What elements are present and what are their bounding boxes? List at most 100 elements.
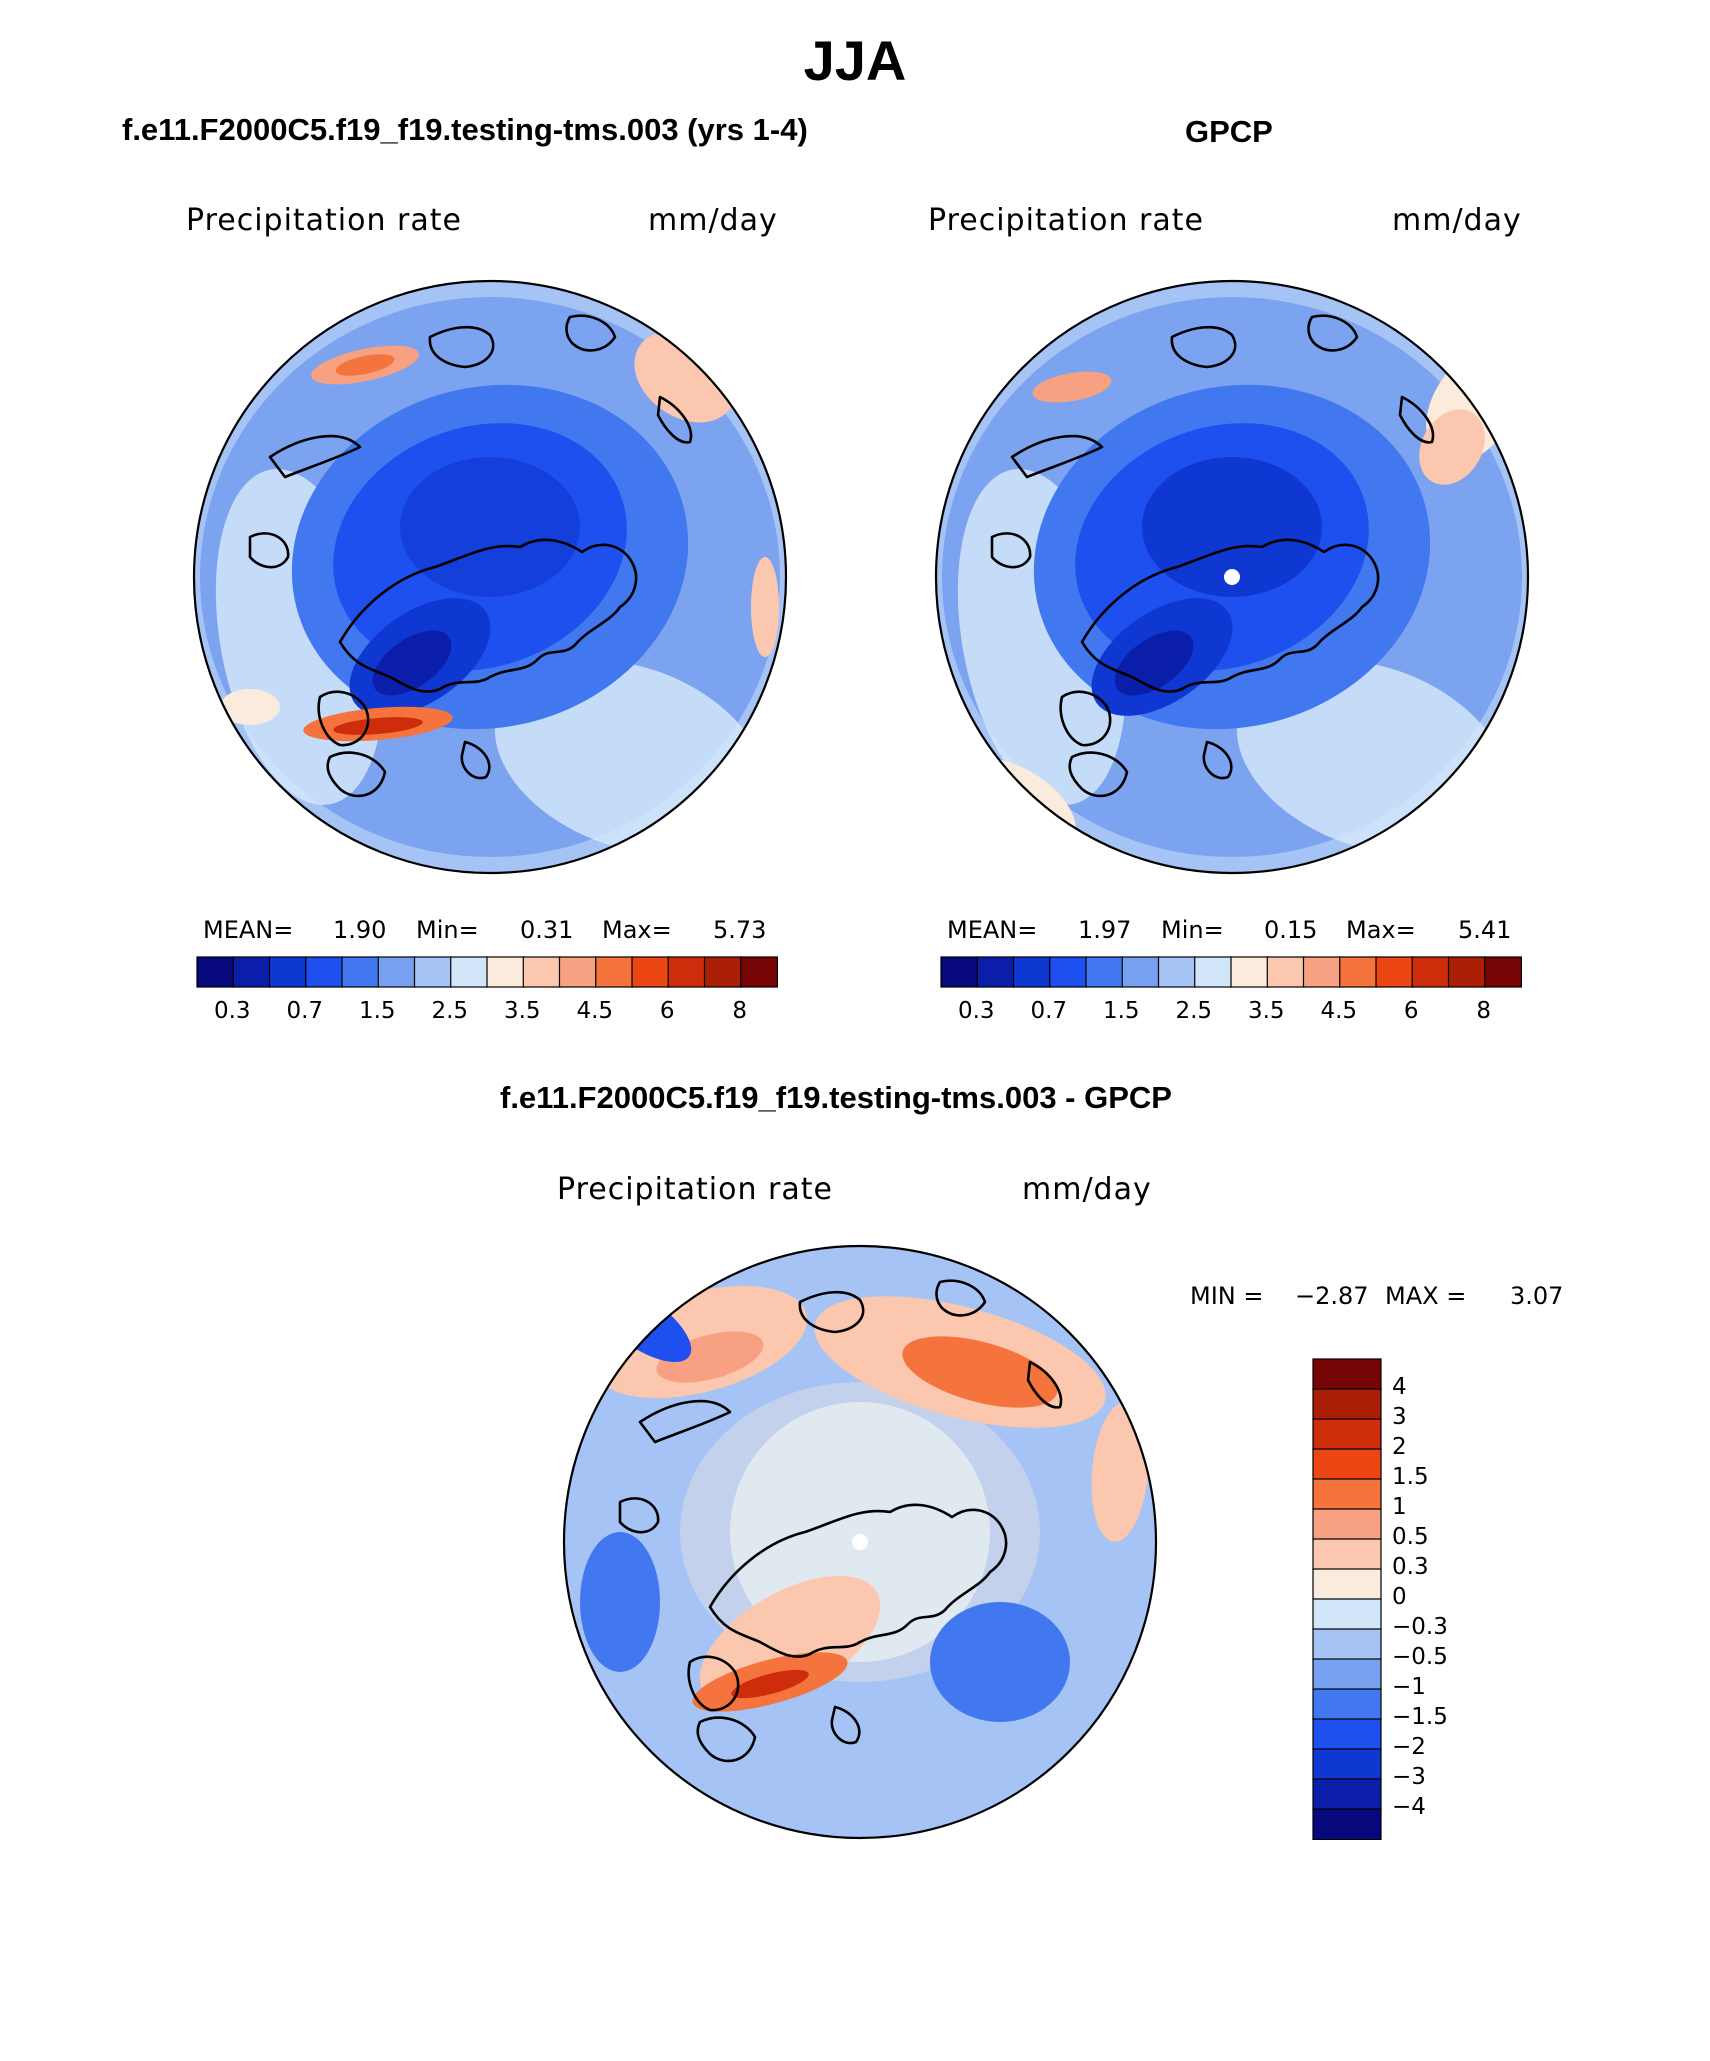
- panel1-mean-value: 1.90: [333, 916, 387, 944]
- panel1-mean-label: MEAN=: [203, 916, 294, 944]
- panel2-colorbar-ticks: 0.3 0.7 1.5 2.5 3.5 4.5 6 8: [940, 998, 1522, 1028]
- coastline-2: [1068, 751, 1129, 798]
- panel2-colorbar-box-9: [1266, 956, 1305, 988]
- panel1-colorbar-box-13: [667, 956, 706, 988]
- panel2-title: GPCP: [1185, 114, 1273, 149]
- coastline-7: [830, 1705, 861, 1745]
- panel2-units: mm/day: [1392, 203, 1522, 238]
- panel1-colorbar-box-10: [558, 956, 597, 988]
- panel2-polar-map: [934, 279, 1530, 875]
- panel2-colorbar-tick-label: 2.5: [1175, 998, 1213, 1024]
- panel2-max-value: 5.41: [1458, 916, 1512, 944]
- panel3-colorbar-tick-label: 1: [1392, 1494, 1407, 1520]
- panel1-colorbar-box-3: [305, 956, 344, 988]
- panel1-colorbar: [196, 956, 778, 988]
- panel3-max-value: 3.07: [1510, 1282, 1564, 1310]
- panel2-polar-low: [1142, 457, 1322, 597]
- panel3-colorbar-box-3: [1312, 1448, 1382, 1481]
- coastline-3: [798, 1290, 865, 1334]
- panel1-colorbar-box-1: [232, 956, 271, 988]
- coastline-4: [565, 314, 617, 352]
- coastline-0: [338, 538, 638, 693]
- panel1-colorbar-tick-label: 4.5: [576, 998, 614, 1024]
- coastline-3: [1170, 325, 1237, 369]
- panel3-colorbar-tick-label: 3: [1392, 1404, 1407, 1430]
- panel1-colorbar-box-5: [377, 956, 416, 988]
- panel3-colorbar-box-8: [1312, 1598, 1382, 1631]
- panel3-colorbar-tick-label: −0.5: [1392, 1644, 1448, 1670]
- panel2-max-label: Max=: [1346, 916, 1416, 944]
- panel2-colorbar-box-13: [1411, 956, 1450, 988]
- panel3-colorbar-tick-label: −1: [1392, 1674, 1426, 1700]
- panel3-asia-plus-core: [902, 1336, 1058, 1408]
- panel2-asia-high: [1419, 409, 1485, 485]
- panel2-pole-point: [1224, 569, 1240, 585]
- panel3-units: mm/day: [1022, 1172, 1152, 1207]
- panel3-colorbar-box-1: [1312, 1388, 1382, 1421]
- panel3-colorbar-tick-label: 0.3: [1392, 1554, 1429, 1580]
- panel3-colorbar-tick-label: 0.5: [1392, 1524, 1429, 1550]
- panel2-colorbar-tick-label: 4.5: [1320, 998, 1358, 1024]
- coastline-8: [1010, 434, 1104, 479]
- coastline-4: [935, 1279, 987, 1317]
- panel3-colorbar: [1312, 1358, 1382, 1840]
- coastline-5: [1398, 395, 1435, 444]
- panel3-colorbar-box-5: [1312, 1508, 1382, 1541]
- panel3-colorbar-box-11: [1312, 1688, 1382, 1721]
- panel1-colorbar-box-6: [413, 956, 452, 988]
- panel1-colorbar-tick-label: 0.3: [213, 998, 251, 1024]
- panel2-colorbar-box-0: [940, 956, 979, 988]
- panel2-colorbar-box-12: [1375, 956, 1414, 988]
- coastline-0: [1080, 538, 1380, 693]
- panel3-colorbar-tick-label: −0.3: [1392, 1614, 1448, 1640]
- panel1-colorbar-tick-label: 3.5: [503, 998, 541, 1024]
- panel2-colorbar: [940, 956, 1522, 988]
- panel2-mean-label: MEAN=: [947, 916, 1038, 944]
- panel2-colorbar-box-8: [1230, 956, 1269, 988]
- panel1-west-patch: [220, 689, 280, 725]
- panel3-colorbar-tick-label: 4: [1392, 1374, 1407, 1400]
- panel3-colorbar-box-0: [1312, 1358, 1382, 1391]
- panel3-title: f.e11.F2000C5.f19_f19.testing-tms.003 - …: [500, 1080, 1172, 1115]
- panel3-colorbar-tick-label: −1.5: [1392, 1704, 1448, 1730]
- panel3-colorbar-tick-label: 2: [1392, 1434, 1407, 1460]
- coastline-1: [317, 690, 370, 747]
- main-title: JJA: [803, 29, 907, 92]
- panel3-colorbar-box-14: [1312, 1778, 1382, 1811]
- panel1-colorbar-box-2: [268, 956, 307, 988]
- panel1-min-label: Min=: [416, 916, 479, 944]
- panel3-colorbar-box-6: [1312, 1538, 1382, 1571]
- panel3-europe-minus: [930, 1602, 1070, 1722]
- panel3-polar-map: [562, 1244, 1158, 1840]
- panel2-colorbar-tick-label: 6: [1403, 998, 1419, 1024]
- panel3-colorbar-box-15: [1312, 1808, 1382, 1840]
- panel3-colorbar-box-10: [1312, 1658, 1382, 1691]
- panel3-colorbar-box-12: [1312, 1718, 1382, 1751]
- panel2-colorbar-box-11: [1339, 956, 1378, 988]
- panel1-max-value: 5.73: [713, 916, 767, 944]
- panel3-min-label: MIN =: [1190, 1282, 1264, 1310]
- panel1-min-value: 0.31: [520, 916, 574, 944]
- panel3-greenland-plus-max: [731, 1669, 809, 1699]
- panel1-field: [194, 281, 786, 873]
- panel2-colorbar-tick-label: 0.7: [1030, 998, 1068, 1024]
- panel3-colorbar-ticks: 4 3 2 1.5 1 0.5 0.3 0 −0.3 −0.5 −1 −1.5 −2 −3 −4: [1392, 1358, 1492, 1840]
- panel3-min-value: −2.87: [1295, 1282, 1369, 1310]
- panel1-map-border: [192, 279, 788, 875]
- panel1-atlantic-high-core: [333, 717, 423, 735]
- panel3-colorbar-box-13: [1312, 1748, 1382, 1781]
- coastline-6: [618, 1497, 660, 1534]
- panel1-colorbar-ticks: 0.3 0.7 1.5 2.5 3.5 4.5 6 8: [196, 998, 778, 1028]
- panel2-colorbar-box-14: [1447, 956, 1486, 988]
- coastline-2: [696, 1716, 757, 1763]
- panel2-colorbar-box-6: [1157, 956, 1196, 988]
- coastline-6: [248, 532, 290, 569]
- coastline-5: [656, 395, 693, 444]
- panel1-colorbar-box-8: [486, 956, 525, 988]
- panel2-colorbar-tick-label: 8: [1476, 998, 1492, 1024]
- panel3-variable: Precipitation rate: [557, 1172, 833, 1207]
- coastline-5: [1026, 1360, 1063, 1409]
- panel3-map-border: [562, 1244, 1158, 1840]
- panel2-pacific-high: [1032, 371, 1112, 403]
- panel2-colorbar-tick-label: 1.5: [1102, 998, 1140, 1024]
